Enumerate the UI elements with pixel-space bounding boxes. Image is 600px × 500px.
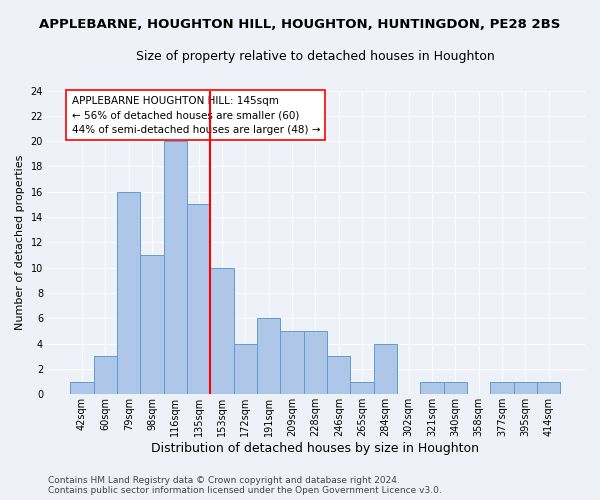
Bar	[350, 382, 374, 394]
Y-axis label: Number of detached properties: Number of detached properties	[15, 154, 25, 330]
Bar	[234, 344, 257, 394]
Bar	[327, 356, 350, 395]
Bar	[257, 318, 280, 394]
Bar	[70, 382, 94, 394]
Bar	[421, 382, 444, 394]
Bar	[444, 382, 467, 394]
Bar	[490, 382, 514, 394]
Bar	[280, 331, 304, 394]
Title: Size of property relative to detached houses in Houghton: Size of property relative to detached ho…	[136, 50, 495, 63]
Bar	[140, 255, 164, 394]
Bar	[211, 268, 234, 394]
Bar	[514, 382, 537, 394]
Text: Contains HM Land Registry data © Crown copyright and database right 2024.
Contai: Contains HM Land Registry data © Crown c…	[48, 476, 442, 495]
Bar	[304, 331, 327, 394]
Bar	[187, 204, 211, 394]
Bar	[164, 141, 187, 395]
X-axis label: Distribution of detached houses by size in Houghton: Distribution of detached houses by size …	[151, 442, 479, 455]
Bar	[117, 192, 140, 394]
Bar	[94, 356, 117, 395]
Bar	[537, 382, 560, 394]
Text: APPLEBARNE, HOUGHTON HILL, HOUGHTON, HUNTINGDON, PE28 2BS: APPLEBARNE, HOUGHTON HILL, HOUGHTON, HUN…	[40, 18, 560, 30]
Bar	[374, 344, 397, 394]
Text: APPLEBARNE HOUGHTON HILL: 145sqm
← 56% of detached houses are smaller (60)
44% o: APPLEBARNE HOUGHTON HILL: 145sqm ← 56% o…	[71, 96, 320, 135]
